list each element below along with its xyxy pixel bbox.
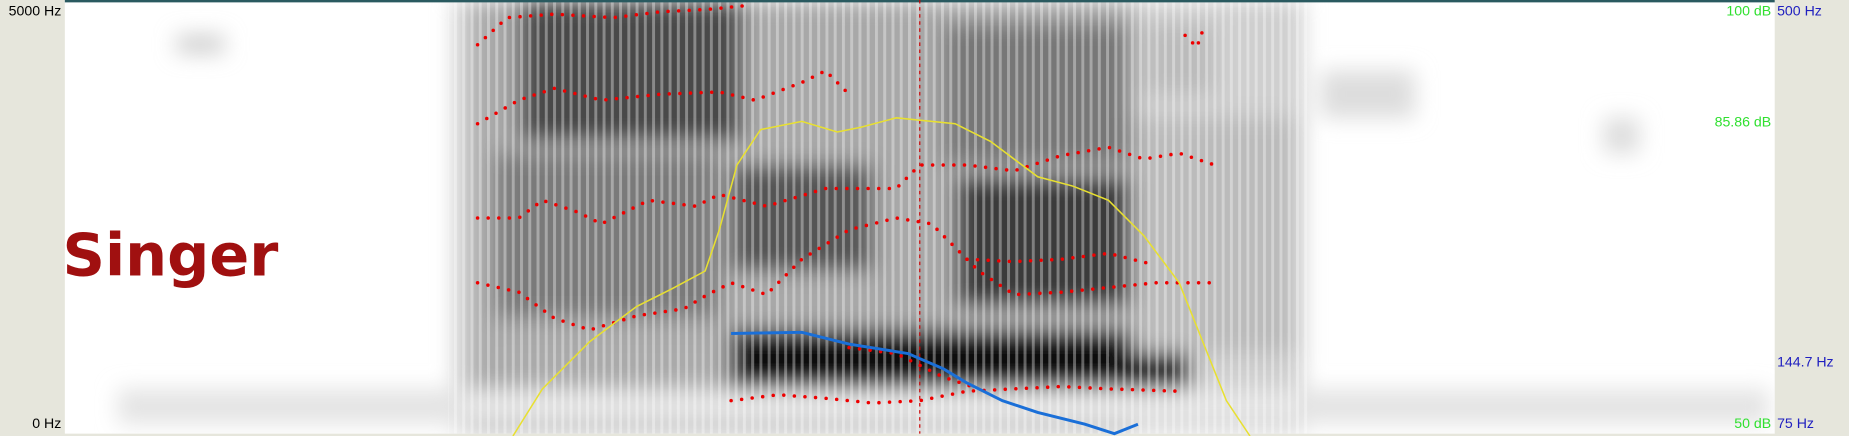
pitch-label: 144.7 Hz <box>1777 354 1834 370</box>
spectrogram <box>117 0 1769 434</box>
left-axis-top: 5000 Hz <box>9 3 62 19</box>
intensity-label: 85.86 dB <box>1715 113 1772 129</box>
pitch-label: 75 Hz <box>1777 415 1814 431</box>
intensity-curve <box>512 117 1251 436</box>
pitch-curve <box>731 330 1139 436</box>
title: Singer <box>62 220 278 289</box>
formant-tracks <box>475 4 1217 405</box>
intensity-label: 50 dB <box>1734 415 1771 431</box>
left-axis-bottom: 0 Hz <box>32 415 61 431</box>
intensity-label: 100 dB <box>1726 3 1771 19</box>
pitch-label: 500 Hz <box>1777 3 1822 19</box>
